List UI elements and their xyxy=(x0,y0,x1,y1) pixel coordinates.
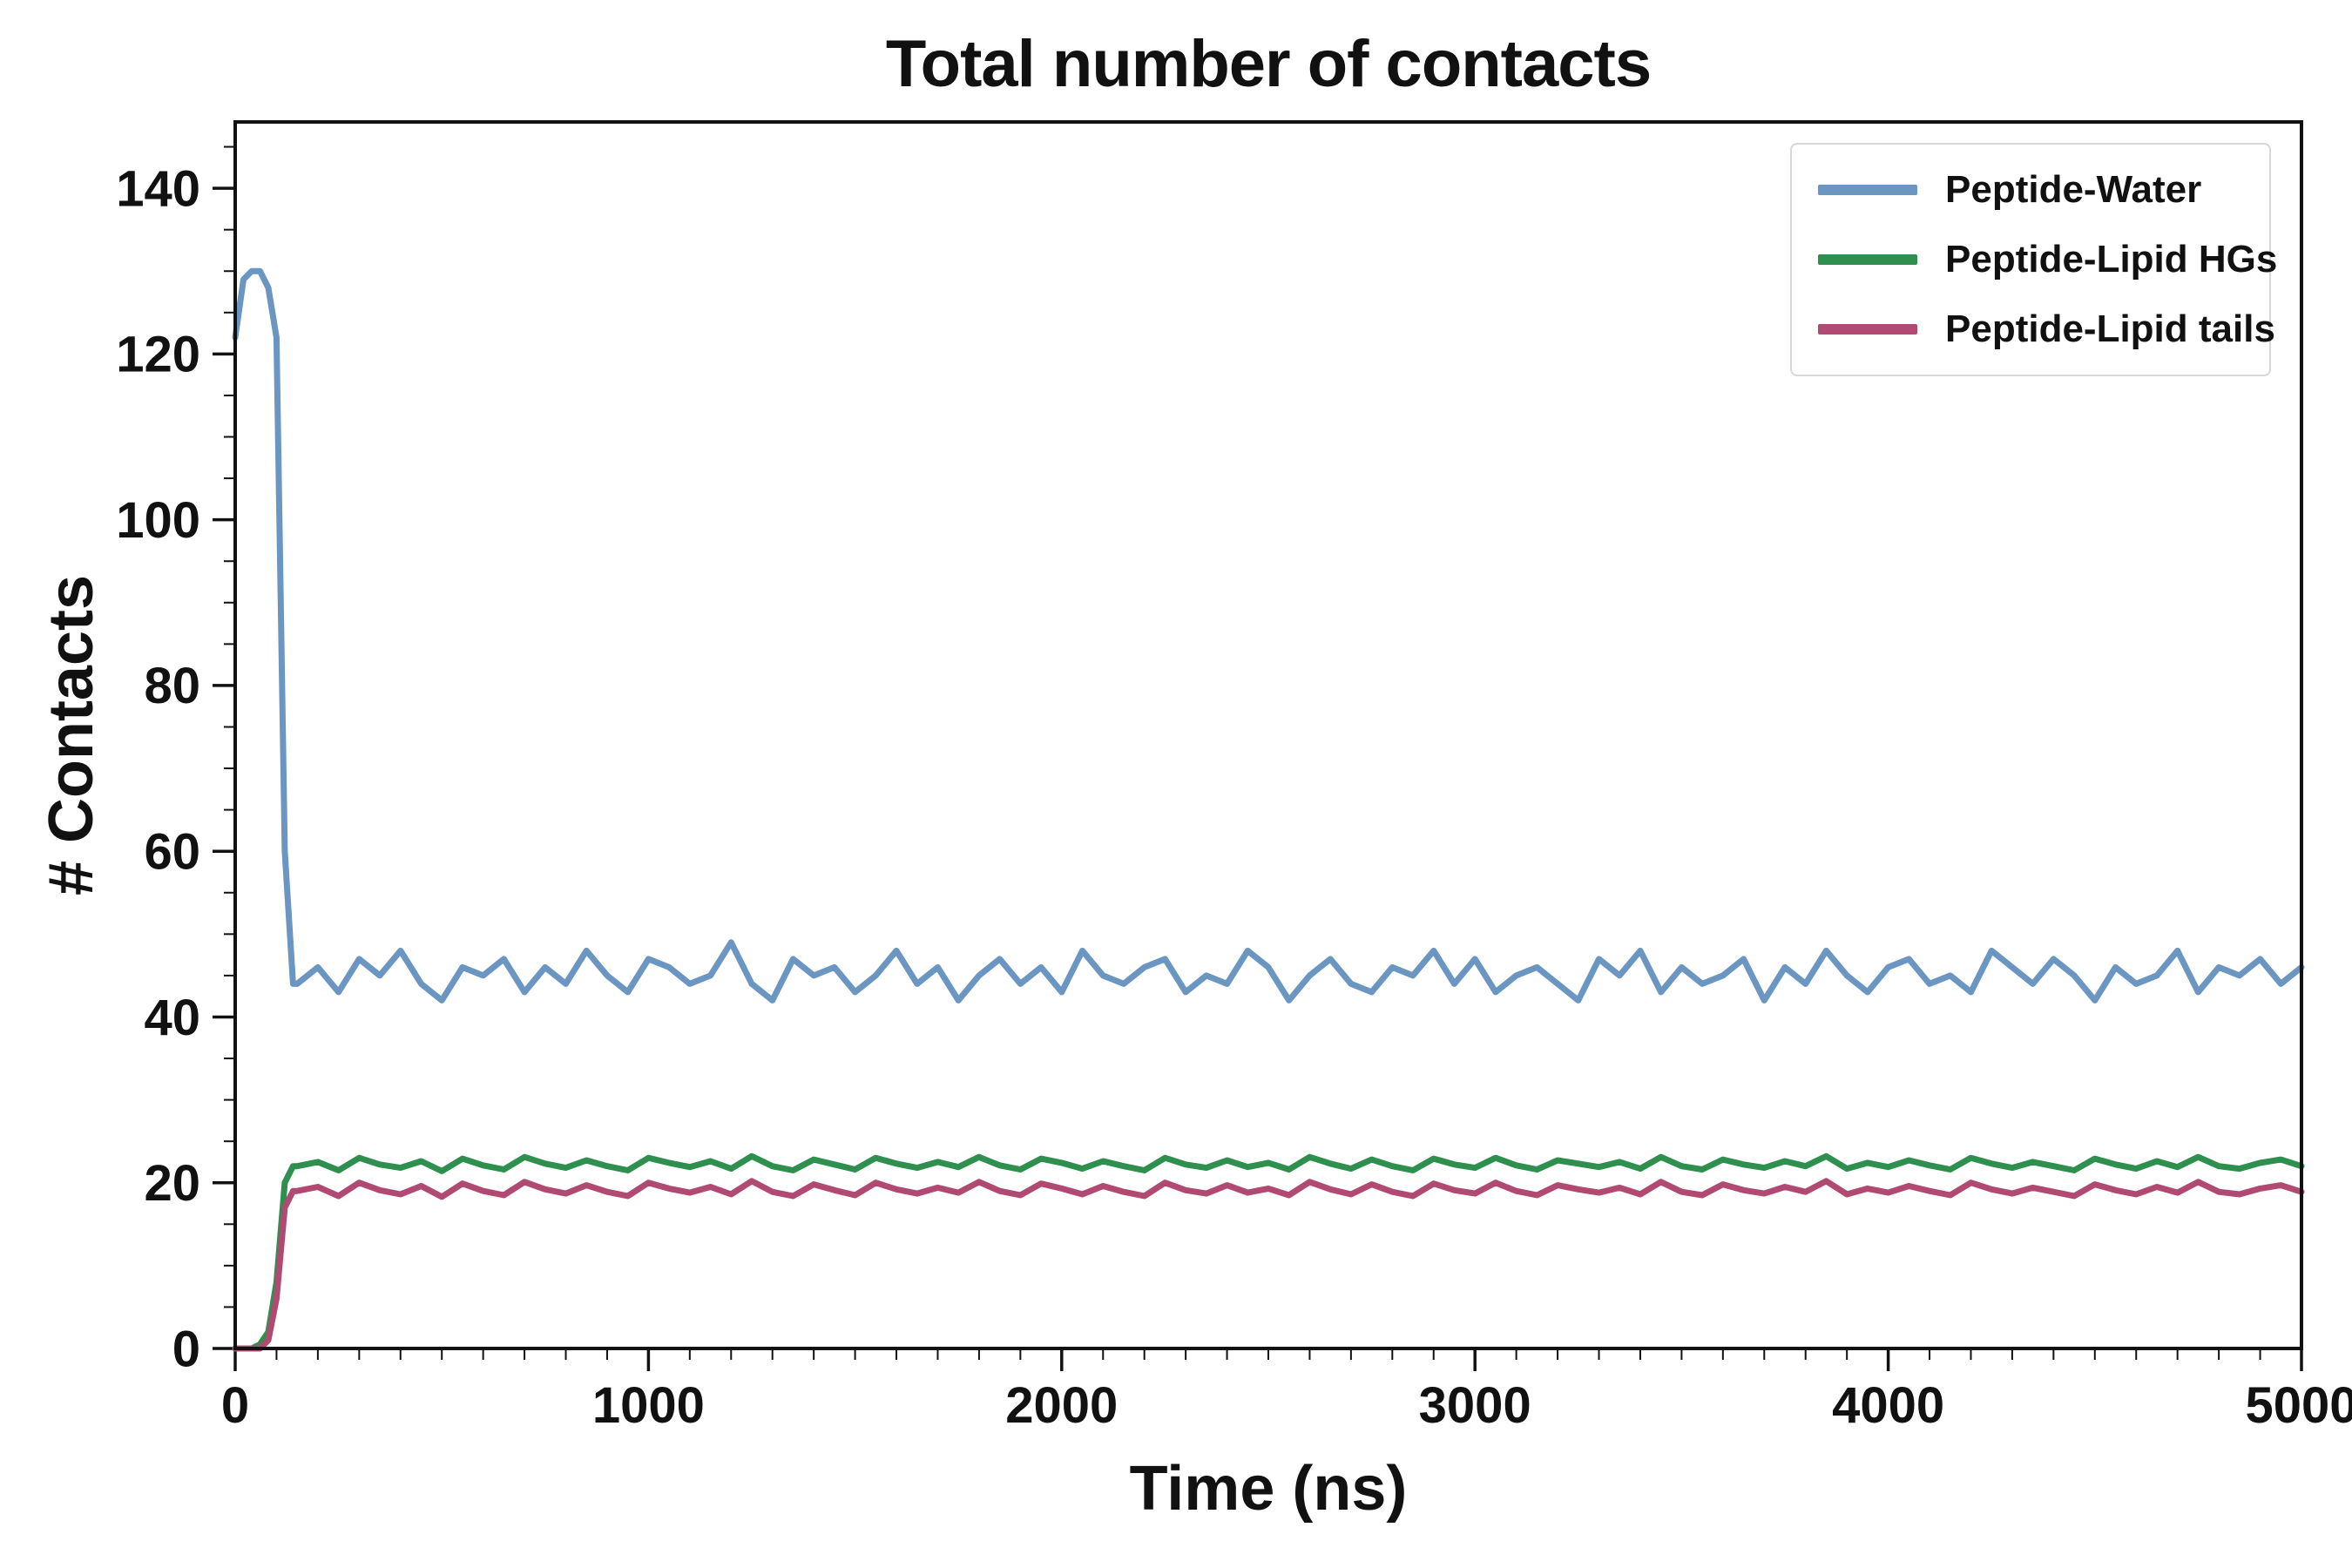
x-axis-label: Time (ns) xyxy=(1129,1454,1408,1524)
x-tick-label: 4000 xyxy=(1832,1377,1944,1434)
y-tick-label: 0 xyxy=(172,1321,200,1377)
y-tick-label: 80 xyxy=(144,658,200,714)
legend: Peptide-Water Peptide-Lipid HGs Peptide-… xyxy=(1790,143,2277,376)
legend-line-swatch-magenta xyxy=(1818,324,1917,335)
x-tick-label: 0 xyxy=(221,1377,249,1434)
y-tick-label: 100 xyxy=(116,492,200,549)
legend-item-peptide-lipid-tails: Peptide-Lipid tails xyxy=(1818,308,2275,351)
legend-item-label: Peptide-Lipid HGs xyxy=(1945,238,2278,280)
y-tick-label: 40 xyxy=(144,990,200,1046)
y-tick-label: 20 xyxy=(144,1155,200,1212)
x-tick-label: 3000 xyxy=(1419,1377,1531,1434)
x-tick-label: 2000 xyxy=(1005,1377,1118,1434)
legend-item-label: Peptide-Water xyxy=(1945,168,2202,211)
x-tick-label: 1000 xyxy=(592,1377,705,1434)
x-tick-label: 5000 xyxy=(2245,1377,2352,1434)
legend-line-swatch-blue xyxy=(1818,185,1917,195)
axes-frame xyxy=(233,120,2303,1350)
legend-line-swatch-green xyxy=(1818,254,1917,265)
series-line-1 xyxy=(232,1152,2305,1352)
series-line-0 xyxy=(232,267,2305,1004)
chart-title: Total number of contacts xyxy=(885,27,1652,101)
series-line-2 xyxy=(232,1178,2305,1352)
y-tick-label: 120 xyxy=(116,327,200,383)
legend-item-peptide-water: Peptide-Water xyxy=(1818,168,2243,212)
legend-item-peptide-lipid-hgs: Peptide-Lipid HGs xyxy=(1818,238,2277,281)
legend-item-label: Peptide-Lipid tails xyxy=(1945,308,2275,350)
y-tick-label: 140 xyxy=(116,160,200,217)
y-tick-label: 60 xyxy=(144,823,200,880)
